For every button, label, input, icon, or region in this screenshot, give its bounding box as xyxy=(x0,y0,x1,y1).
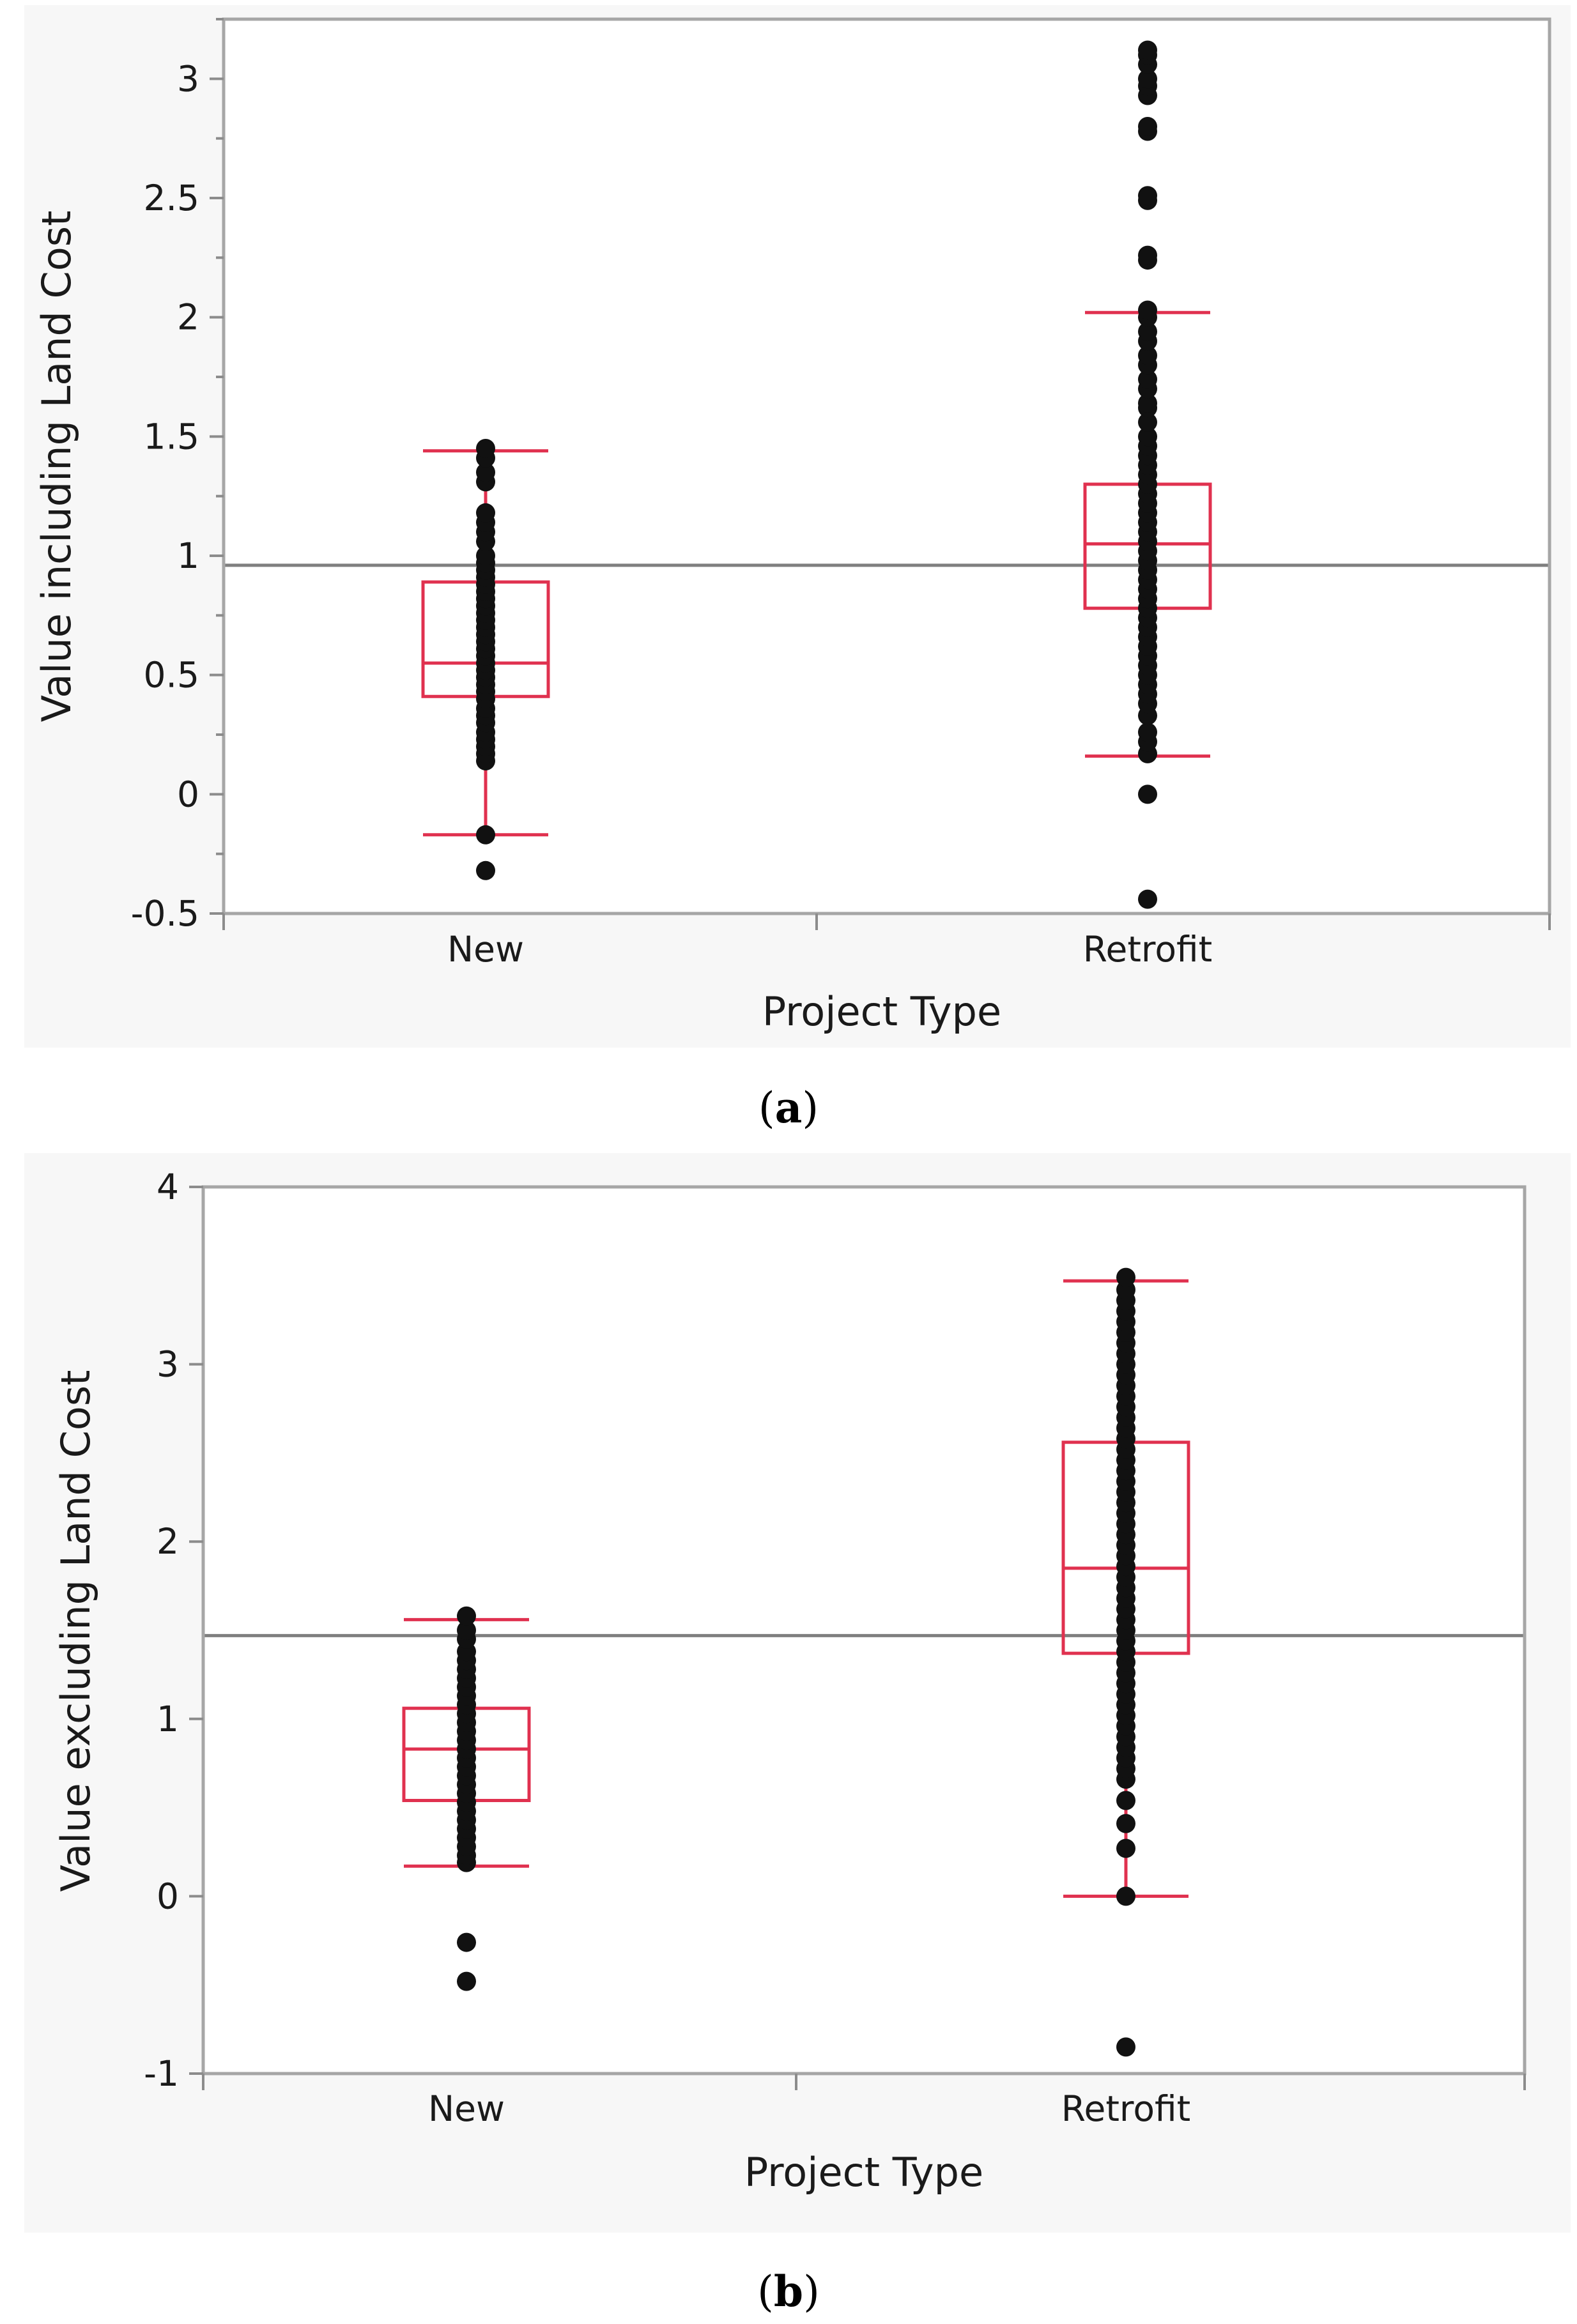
panel-b-y-tick-label: 3 xyxy=(157,1344,179,1385)
panel-a-x-tick-label: Retrofit xyxy=(1083,929,1212,970)
panel-b-retrofit-data-point xyxy=(1116,2037,1135,2057)
panel-a-y-tick-label: 1 xyxy=(177,535,199,576)
panel-a-new-data-point xyxy=(476,825,495,845)
panel-a-retrofit-data-point xyxy=(1138,784,1157,804)
panel-a-retrofit-data-point xyxy=(1138,245,1157,265)
panel-a-new-data-point xyxy=(476,503,495,523)
panel-b-retrofit-data-point xyxy=(1116,1886,1135,1906)
panel-a-y-tick-label: 0 xyxy=(177,774,199,814)
panel-b-new-data-point xyxy=(457,1932,476,1952)
panel-a-retrofit-data-point xyxy=(1138,69,1157,89)
panel-b-retrofit-data-point xyxy=(1116,1839,1135,1858)
panel-b-x-tick-label: Retrofit xyxy=(1061,2088,1190,2129)
panel-b-new-data-point xyxy=(457,1621,476,1640)
panel-a-retrofit-data-point xyxy=(1138,722,1157,742)
panel-a-retrofit-data-point xyxy=(1138,369,1157,389)
panel-a-x-axis-title: Project Type xyxy=(762,988,1001,1035)
panel-b-retrofit-data-point xyxy=(1116,1814,1135,1833)
panel-a-retrofit-data-point xyxy=(1138,40,1157,60)
panel-a-new-data-point xyxy=(476,439,495,458)
panel-b-retrofit-data-point xyxy=(1116,1267,1135,1287)
panel-b-x-tick-label: New xyxy=(428,2088,505,2129)
panel-b-y-tick-label: 0 xyxy=(157,1876,179,1916)
panel-b-x-axis-title: Project Type xyxy=(744,2149,983,2196)
panel-b-y-tick-label: 2 xyxy=(157,1521,179,1562)
panel-a-retrofit-data-point xyxy=(1138,412,1157,432)
panel-a-y-tick-label: 2.5 xyxy=(144,178,199,218)
panel-b-y-tick-label: 1 xyxy=(157,1699,179,1739)
panel-b-retrofit-data-point xyxy=(1116,1791,1135,1810)
panel-b-plot-frame xyxy=(201,1185,1527,2076)
panel-b-caption: (b) xyxy=(757,2267,820,2316)
panel-a-new-data-point xyxy=(476,463,495,482)
panel-a-y-tick-label: 1.5 xyxy=(144,416,199,457)
panel-b-plot-area xyxy=(203,1187,1525,2074)
panel-a-y-tick-label: -0.5 xyxy=(131,893,199,934)
panel-b-y-tick-label: -1 xyxy=(144,2053,179,2094)
panel-a-retrofit-data-point xyxy=(1138,300,1157,320)
panel-a-retrofit-data-point xyxy=(1138,427,1157,447)
panel-a-retrofit-data-point xyxy=(1138,889,1157,909)
panel-a-y-tick-label: 0.5 xyxy=(144,655,199,696)
panel-b-y-axis-title: Value excluding Land Cost xyxy=(52,1370,99,1892)
panel-a-retrofit-data-point xyxy=(1138,117,1157,136)
panel-a-new-data-point xyxy=(476,860,495,880)
panel-b-new-data-point xyxy=(457,1971,476,1991)
panel-a-retrofit-data-point xyxy=(1138,346,1157,365)
panel-b: -1 0 1 2 3 4 New Retrofit Project Type Value e… xyxy=(24,1153,1571,2233)
panel-a-y-tick-label: 3 xyxy=(177,58,199,99)
panel-a-plot-area xyxy=(224,19,1550,914)
panel-b-y-tick-label: 4 xyxy=(157,1166,179,1207)
panel-a-y-tick-label: 2 xyxy=(177,297,199,338)
panel-a-new-data-point xyxy=(476,546,495,565)
panel-a-retrofit-data-point xyxy=(1138,186,1157,206)
panel-a-retrofit-data-point xyxy=(1138,394,1157,413)
panel-b-new-data-point xyxy=(457,1606,476,1626)
panel-a-plot-frame xyxy=(222,17,1551,915)
panel-a-x-tick-label: New xyxy=(447,929,524,970)
panel-a: -0.5 0 0.5 1 1.5 2 2.5 3 New Retrofit Project Ty… xyxy=(24,5,1571,1048)
panel-a-retrofit-data-point xyxy=(1138,322,1157,342)
panel-a-y-axis-title: Value including Land Cost xyxy=(33,211,80,722)
panel-a-caption: (a) xyxy=(758,1083,819,1133)
